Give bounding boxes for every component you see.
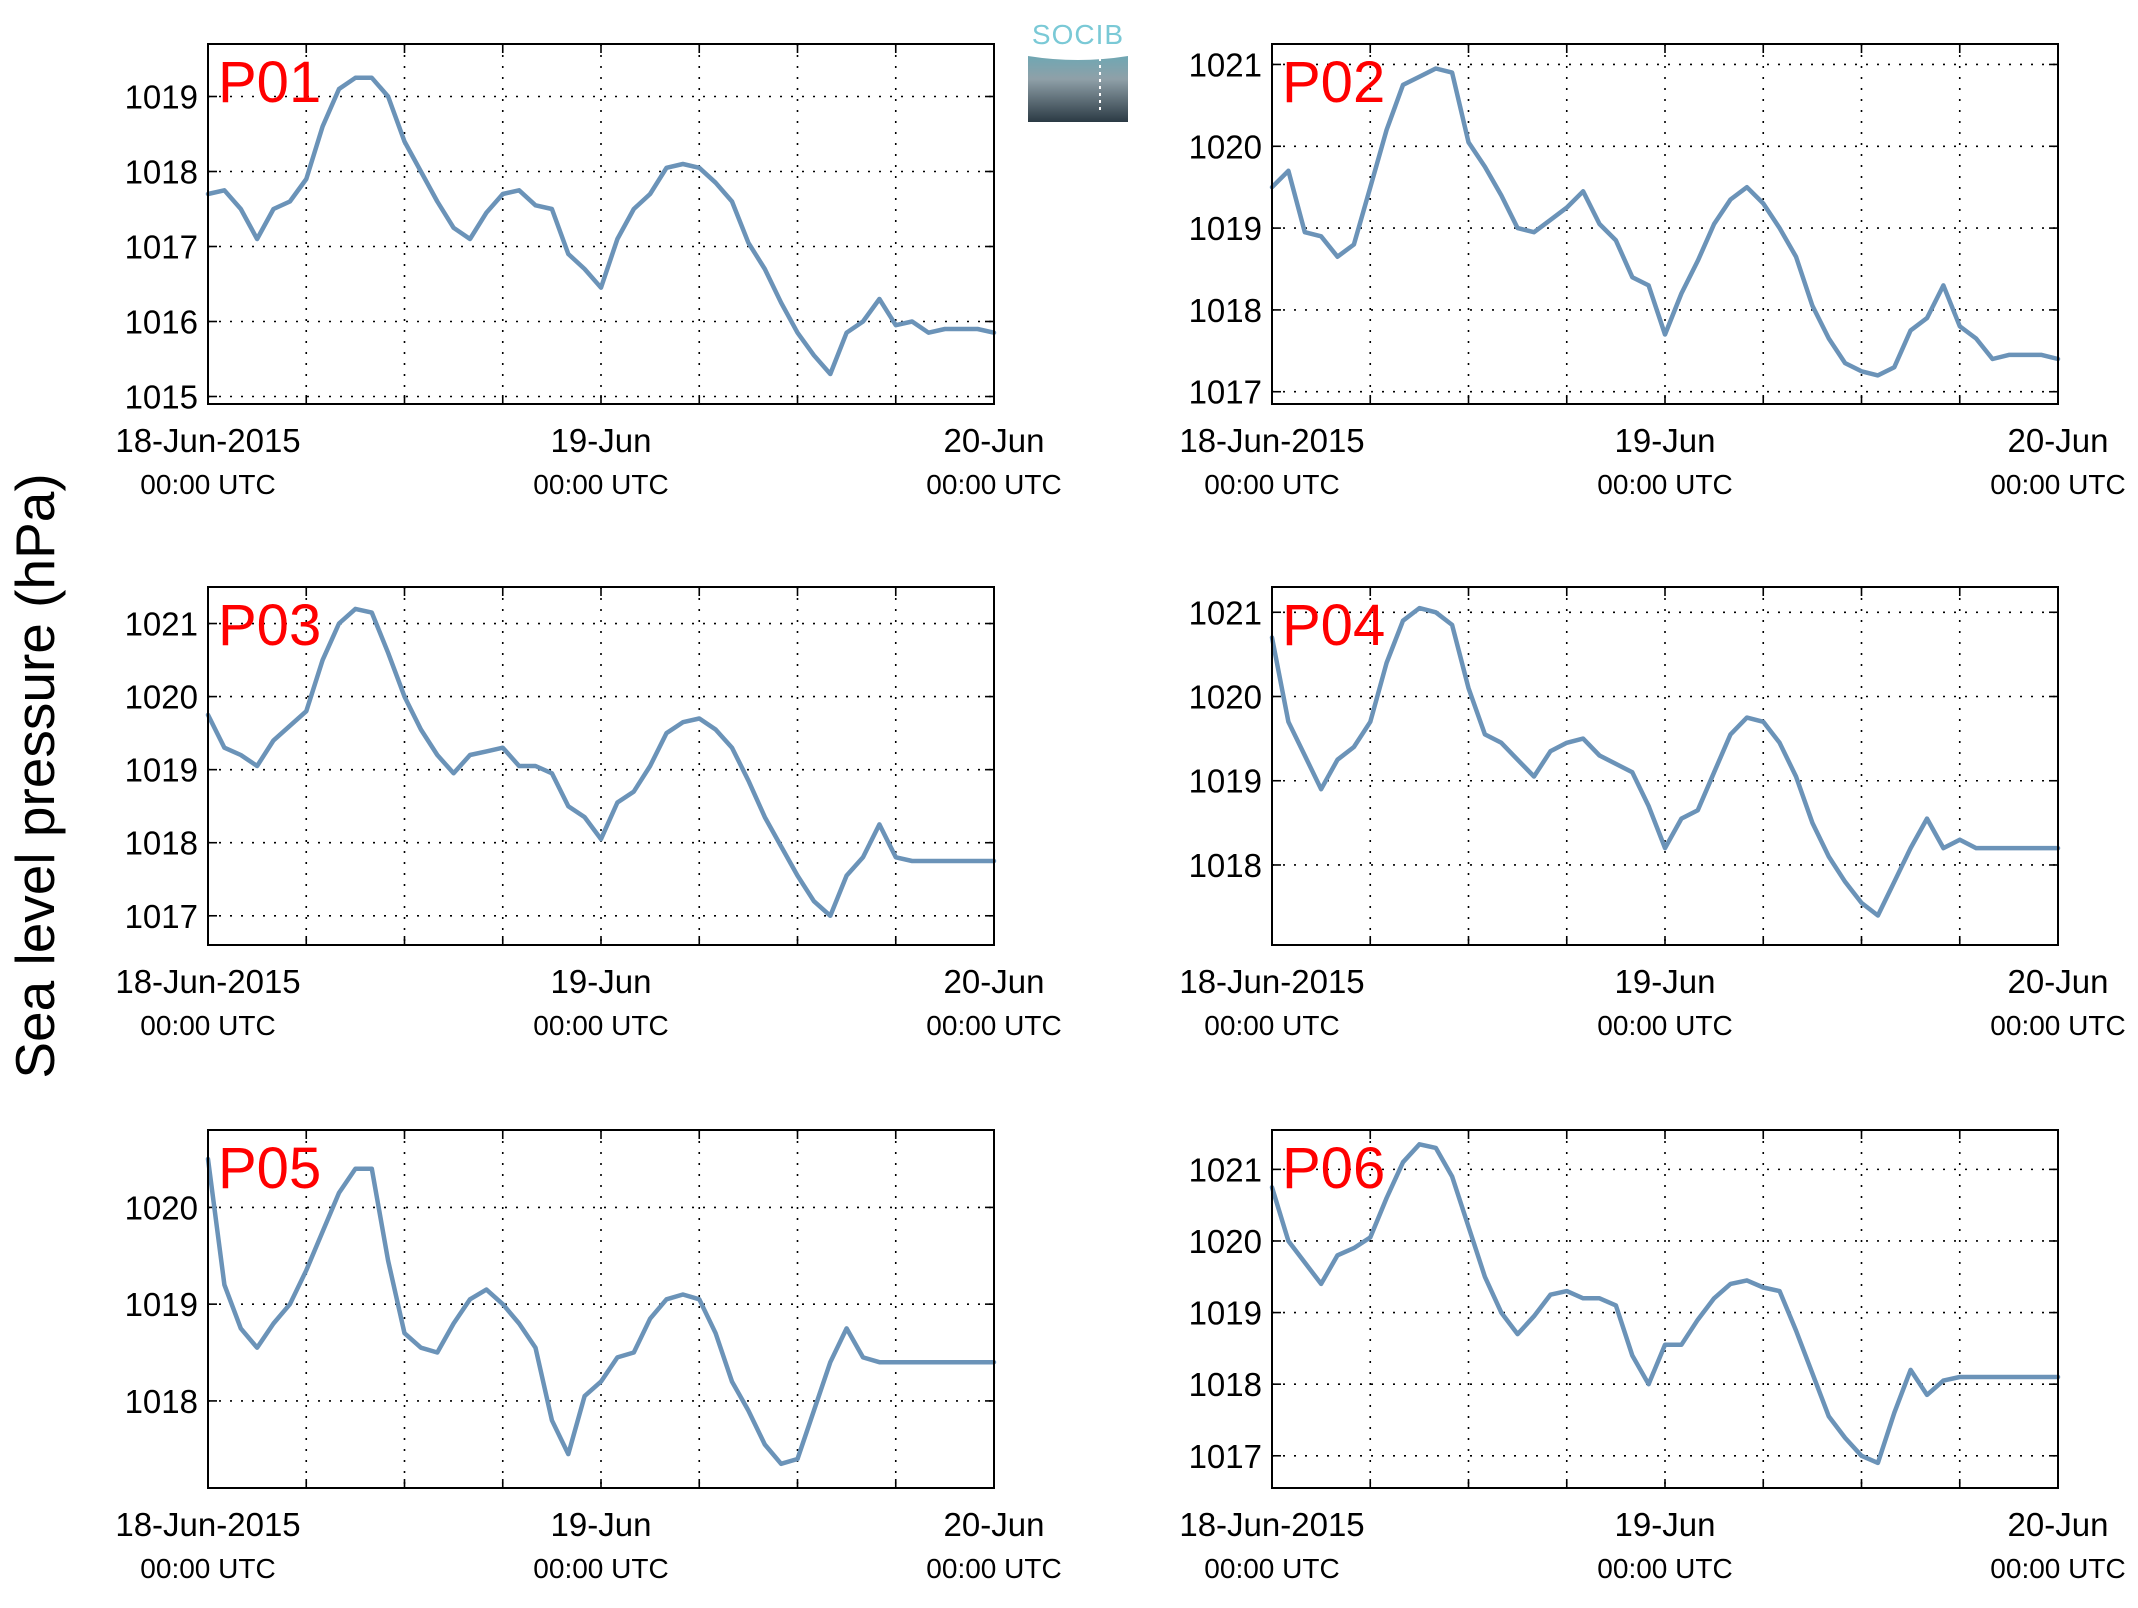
x-tick-label: 20-Jun [2008, 422, 2109, 459]
panel-p01: 1015 1016 1017 1018 1019 18-Jun-2015 00:00 UTC… [115, 43, 1062, 500]
x-tick-label: 19-Jun [551, 963, 652, 1000]
series-line-p01 [205, 75, 997, 377]
plot-frame [207, 1129, 995, 1489]
y-tick-label: 1020 [1189, 128, 1262, 165]
x-tick-label: 18-Jun-2015 [115, 1506, 300, 1543]
plot-frame [1271, 1129, 2059, 1489]
y-tick-label: 1017 [125, 229, 198, 266]
y-tick-label: 1019 [125, 1286, 198, 1323]
x-tick-sublabel: 00:00 UTC [926, 1553, 1061, 1584]
y-tick-label: 1019 [1189, 210, 1262, 247]
x-tick-sublabel: 00:00 UTC [533, 1010, 668, 1041]
y-tick-label: 1017 [125, 898, 198, 935]
y-tick-label: 1017 [1189, 374, 1262, 411]
x-tick-label: 18-Jun-2015 [115, 422, 300, 459]
x-tick-sublabel: 00:00 UTC [926, 469, 1061, 500]
y-tick-label: 1017 [1189, 1438, 1262, 1475]
series-line-p05 [205, 1156, 997, 1467]
x-tick-label: 18-Jun-2015 [1179, 1506, 1364, 1543]
y-tick-label: 1021 [1189, 594, 1262, 631]
y-tick-label: 1018 [1189, 1366, 1262, 1403]
plot-frame [1271, 586, 2059, 946]
panel-p05: 1018 1019 1020 18-Jun-2015 00:00 UTC 19-Jun 00… [115, 1129, 1062, 1584]
panel-p03: 1017 1018 1019 1020 1021 18-Jun-2015 00:00 UTC… [115, 586, 1062, 1041]
y-tick-label: 1021 [1189, 1151, 1262, 1188]
x-tick-sublabel: 00:00 UTC [1204, 469, 1339, 500]
x-tick-sublabel: 00:00 UTC [1597, 1553, 1732, 1584]
y-axis-label: Sea level pressure (hPa) [4, 473, 66, 1078]
y-tick-label: 1019 [125, 752, 198, 789]
panel-label-p06: P06 [1282, 1136, 1385, 1201]
y-tick-label: 1020 [1189, 679, 1262, 716]
x-tick-label: 20-Jun [2008, 1506, 2109, 1543]
series-line-p06 [1269, 1142, 2061, 1466]
panel-label-p05: P05 [218, 1136, 321, 1201]
x-tick-sublabel: 00:00 UTC [533, 469, 668, 500]
series-line-p04 [1269, 605, 2061, 918]
y-tick-label: 1019 [125, 79, 198, 116]
socib-logo-wave [1028, 50, 1128, 60]
x-tick-label: 18-Jun-2015 [1179, 422, 1364, 459]
y-tick-label: 1018 [1189, 292, 1262, 329]
y-tick-label: 1021 [125, 606, 198, 643]
socib-logo: SOCIB [1028, 19, 1128, 122]
x-tick-sublabel: 00:00 UTC [1204, 1010, 1339, 1041]
x-tick-sublabel: 00:00 UTC [1204, 1553, 1339, 1584]
socib-logo-mark [1028, 56, 1128, 122]
y-tick-label: 1019 [1189, 763, 1262, 800]
x-tick-sublabel: 00:00 UTC [1990, 469, 2125, 500]
y-tick-label: 1018 [1189, 847, 1262, 884]
x-tick-sublabel: 00:00 UTC [140, 1553, 275, 1584]
x-tick-label: 18-Jun-2015 [115, 963, 300, 1000]
y-tick-label: 1018 [125, 154, 198, 191]
x-tick-sublabel: 00:00 UTC [1990, 1553, 2125, 1584]
y-tick-label: 1016 [125, 304, 198, 341]
panel-label-p01: P01 [218, 50, 321, 115]
y-tick-label: 1019 [1189, 1295, 1262, 1332]
x-tick-sublabel: 00:00 UTC [1597, 1010, 1732, 1041]
x-tick-label: 20-Jun [944, 1506, 1045, 1543]
x-tick-sublabel: 00:00 UTC [533, 1553, 668, 1584]
x-tick-label: 19-Jun [1615, 963, 1716, 1000]
y-tick-label: 1020 [1189, 1223, 1262, 1260]
plot-frame [1271, 43, 2059, 405]
socib-logo-text: SOCIB [1032, 19, 1124, 50]
y-tick-label: 1018 [125, 1383, 198, 1420]
plot-frame [207, 43, 995, 405]
panel-label-p03: P03 [218, 593, 321, 658]
y-tick-label: 1021 [1189, 46, 1262, 83]
panel-label-p04: P04 [1282, 593, 1385, 658]
x-tick-label: 19-Jun [1615, 422, 1716, 459]
panel-p02: 1017 1018 1019 1020 1021 18-Jun-2015 00:00 UTC… [1179, 43, 2126, 500]
panels: 1015 1016 1017 1018 1019 18-Jun-2015 00:00 UTC… [115, 43, 2126, 1584]
x-tick-sublabel: 00:00 UTC [140, 469, 275, 500]
x-tick-sublabel: 00:00 UTC [1597, 469, 1732, 500]
x-tick-label: 20-Jun [2008, 963, 2109, 1000]
panel-p04: 1018 1019 1020 1021 18-Jun-2015 00:00 UTC 19-J… [1179, 586, 2126, 1041]
y-tick-label: 1018 [125, 825, 198, 862]
x-tick-label: 20-Jun [944, 963, 1045, 1000]
x-tick-label: 20-Jun [944, 422, 1045, 459]
x-tick-label: 19-Jun [1615, 1506, 1716, 1543]
panel-p06: 1017 1018 1019 1020 1021 18-Jun-2015 00:00 UTC… [1179, 1129, 2126, 1584]
x-tick-sublabel: 00:00 UTC [140, 1010, 275, 1041]
x-tick-label: 19-Jun [551, 422, 652, 459]
series-line-p02 [1269, 66, 2061, 378]
y-tick-label: 1015 [125, 379, 198, 416]
x-tick-sublabel: 00:00 UTC [1990, 1010, 2125, 1041]
series-line-p03 [205, 606, 997, 919]
panel-label-p02: P02 [1282, 50, 1385, 115]
y-tick-label: 1020 [125, 1189, 198, 1226]
x-tick-label: 18-Jun-2015 [1179, 963, 1364, 1000]
y-tick-label: 1020 [125, 679, 198, 716]
x-tick-label: 19-Jun [551, 1506, 652, 1543]
plot-frame [207, 586, 995, 946]
x-tick-sublabel: 00:00 UTC [926, 1010, 1061, 1041]
